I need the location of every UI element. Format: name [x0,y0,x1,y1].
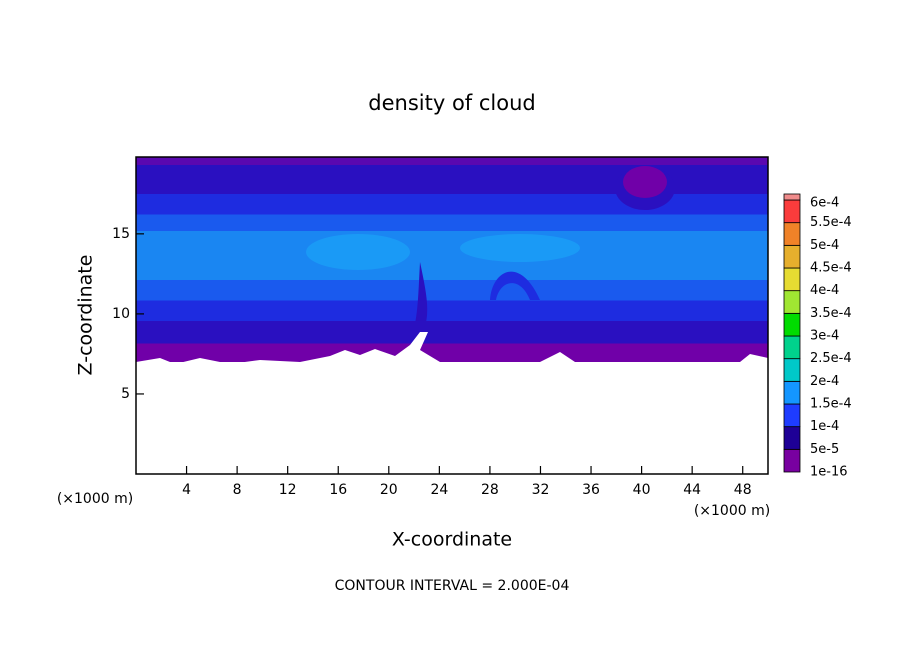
colorbar-box [783,193,801,201]
footnote: CONTOUR INTERVAL = 2.000E-04 [335,578,570,594]
x-tick-label: 4 [182,482,191,498]
x-unit-label: (×1000 m) [694,503,770,519]
y-tick-label: 10 [112,306,130,322]
colorbar-box [783,358,801,382]
colorbar-box [783,222,801,246]
colorbar-box [783,199,801,224]
x-tick-label: 36 [582,482,600,498]
colorbar-label: 5e-4 [810,238,839,253]
colorbar-box [783,267,801,292]
field-top-band [136,157,768,165]
contour-field [136,157,768,474]
colorbar-label: 2.5e-4 [810,351,852,366]
colorbar-label: 2e-4 [810,374,839,389]
x-tick-label: 20 [380,482,398,498]
field-patch [623,166,667,198]
colorbar-box [783,380,801,405]
x-axis-label: X-coordinate [392,529,512,551]
colorbar-label: 4.5e-4 [810,261,852,276]
x-tick-label: 24 [430,482,448,498]
x-tick-label: 12 [279,482,297,498]
y-tick-label: 15 [112,226,130,242]
colorbar-box [783,403,801,428]
x-tick-label: 48 [734,482,752,498]
field-plume [410,262,428,342]
x-tick-label: 40 [633,482,651,498]
y-unit-label: (×1000 m) [57,491,133,507]
field-plume [490,271,540,300]
colorbar-label: 1e-16 [810,465,848,480]
chart-title: density of cloud [368,91,535,115]
x-tick-label: 28 [481,482,499,498]
field-patch [306,234,410,270]
colorbar-label: 1.5e-4 [810,397,852,412]
colorbar-label: 3.5e-4 [810,306,852,321]
colorbar-box [783,312,801,337]
x-tick-label: 16 [329,482,347,498]
colorbar-label: 6e-4 [810,196,839,211]
colorbar-label: 5e-5 [810,442,839,457]
colorbar-label: 1e-4 [810,419,839,434]
x-tick-label: 44 [683,482,701,498]
field-empty-region [136,332,768,474]
colorbar-box [783,290,801,314]
field-patch [460,234,580,262]
colorbar-box [783,448,801,473]
colorbar-label: 4e-4 [810,283,839,298]
colorbar-box [783,244,801,269]
x-tick-label: 8 [233,482,242,498]
x-tick-label: 32 [532,482,550,498]
colorbar-box [783,335,801,360]
y-axis-label: Z-coordinate [75,255,97,376]
y-tick-label: 5 [121,386,130,402]
colorbar-label: 5.5e-4 [810,215,852,230]
colorbar-box [783,426,801,450]
plot-frame [135,156,769,475]
colorbar-label: 3e-4 [810,329,839,344]
